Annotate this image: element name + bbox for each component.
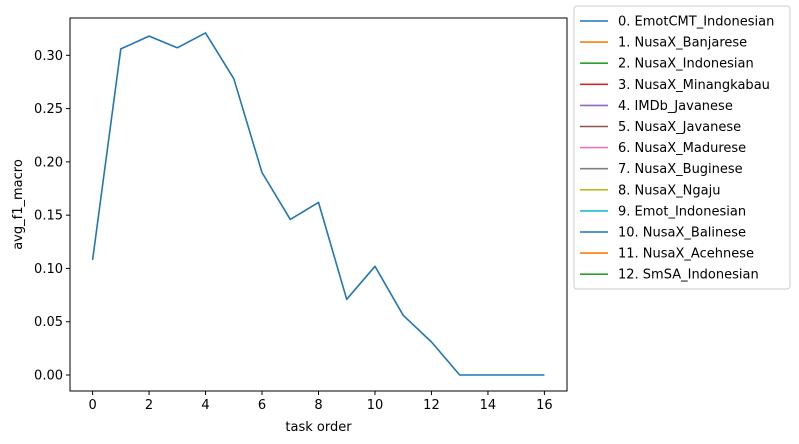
x-tick-label: 2: [145, 398, 153, 413]
x-tick-label: 4: [201, 398, 209, 413]
legend-label: 2. NusaX_Indonesian: [618, 57, 754, 72]
x-tick-label: 14: [480, 398, 497, 413]
x-tick-label: 0: [88, 398, 96, 413]
x-tick-label: 12: [423, 398, 440, 413]
y-tick-label: 0.15: [34, 209, 63, 224]
data-point: [346, 298, 348, 300]
y-tick-label: 0.25: [34, 102, 63, 117]
legend: 0. EmotCMT_Indonesian 1. NusaX_Banjarese 2…: [573, 5, 791, 290]
legend-label: 9. Emot_Indonesian: [618, 204, 746, 219]
legend-label: 6. NusaX_Madurese: [618, 141, 746, 156]
data-point: [289, 218, 291, 220]
data-point: [487, 374, 489, 376]
y-axis-ticks: 0.00 0.05 0.10 0.15 0.20 0.25 0.30: [34, 49, 70, 384]
y-tick-label: 0.30: [34, 49, 63, 64]
legend-label: 11. NusaX_Acehnese: [618, 247, 754, 262]
data-point: [120, 48, 122, 50]
data-point: [317, 201, 319, 203]
legend-label: 1. NusaX_Banjarese: [618, 36, 747, 51]
data-point: [543, 374, 545, 376]
data-point: [430, 341, 432, 343]
x-tick-label: 8: [314, 398, 322, 413]
data-point: [402, 314, 404, 316]
y-tick-label: 0.05: [34, 315, 63, 330]
y-axis-label: avg_f1_macro: [11, 159, 26, 250]
x-tick-label: 10: [367, 398, 384, 413]
x-axis-ticks: 0 2 4 6 8 10 12 14 16: [88, 391, 553, 413]
data-point: [458, 374, 460, 376]
y-tick-label: 0.10: [34, 262, 63, 277]
data-point: [261, 171, 263, 173]
legend-label: 5. NusaX_Javanese: [618, 120, 741, 135]
series-layer: [91, 32, 545, 376]
series-line: [91, 32, 545, 376]
data-point: [233, 78, 235, 80]
data-point: [91, 259, 93, 261]
y-tick-label: 0.20: [34, 155, 63, 170]
x-axis-label: task order: [285, 420, 352, 435]
legend-label: 8. NusaX_Ngaju: [618, 183, 720, 198]
legend-label: 4. IMDb_Javanese: [618, 99, 733, 114]
data-point: [148, 35, 150, 37]
data-point: [176, 47, 178, 49]
y-tick-label: 0.00: [34, 369, 63, 384]
legend-label: 10. NusaX_Balinese: [618, 226, 746, 241]
legend-label: 7. NusaX_Buginese: [618, 162, 743, 177]
x-tick-label: 6: [258, 398, 266, 413]
data-point: [374, 265, 376, 267]
legend-label: 0. EmotCMT_Indonesian: [618, 15, 774, 30]
data-point: [515, 374, 517, 376]
x-tick-label: 16: [536, 398, 553, 413]
legend-label: 12. SmSA_Indonesian: [618, 268, 759, 283]
legend-label: 3. NusaX_Minangkabau: [618, 78, 770, 93]
data-point: [204, 32, 206, 34]
legend-frame: [573, 5, 791, 290]
